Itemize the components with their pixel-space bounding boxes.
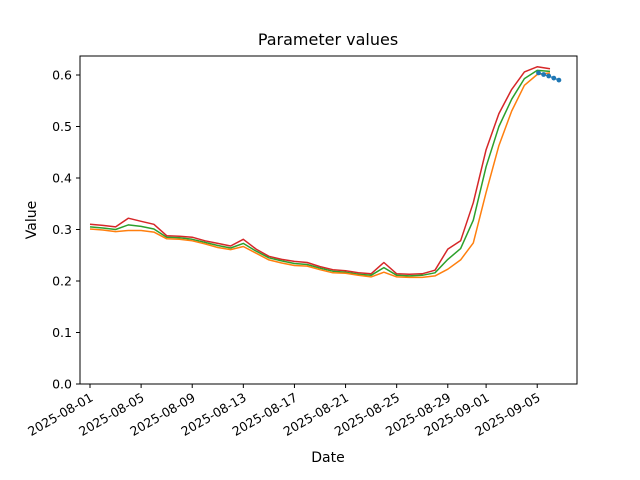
y-axis-label: Value: [24, 201, 40, 239]
forecast-markers-point: [551, 75, 557, 81]
y-tick-label: 0.5: [52, 119, 72, 134]
series-green-line: [89, 69, 551, 277]
y-tick-label: 0.0: [52, 377, 72, 392]
forecast-markers-point: [556, 77, 562, 83]
series-orange-line: [89, 72, 551, 279]
chart-title: Parameter values: [258, 30, 398, 49]
series-red-line: [89, 66, 551, 276]
x-axis-label: Date: [311, 450, 344, 466]
y-tick-label: 0.4: [52, 171, 72, 186]
y-tick-label: 0.1: [52, 325, 72, 340]
forecast-markers-point: [541, 72, 546, 77]
forecast-markers-point: [546, 73, 552, 79]
y-tick-label: 0.3: [52, 222, 72, 237]
y-tick-label: 0.6: [52, 68, 72, 83]
axes-frame: [79, 55, 578, 385]
y-tick-label: 0.2: [52, 274, 72, 289]
forecast-markers-point: [536, 70, 541, 76]
plot-area: 0.00.10.20.30.40.50.62025-08-012025-08-0…: [25, 55, 578, 439]
